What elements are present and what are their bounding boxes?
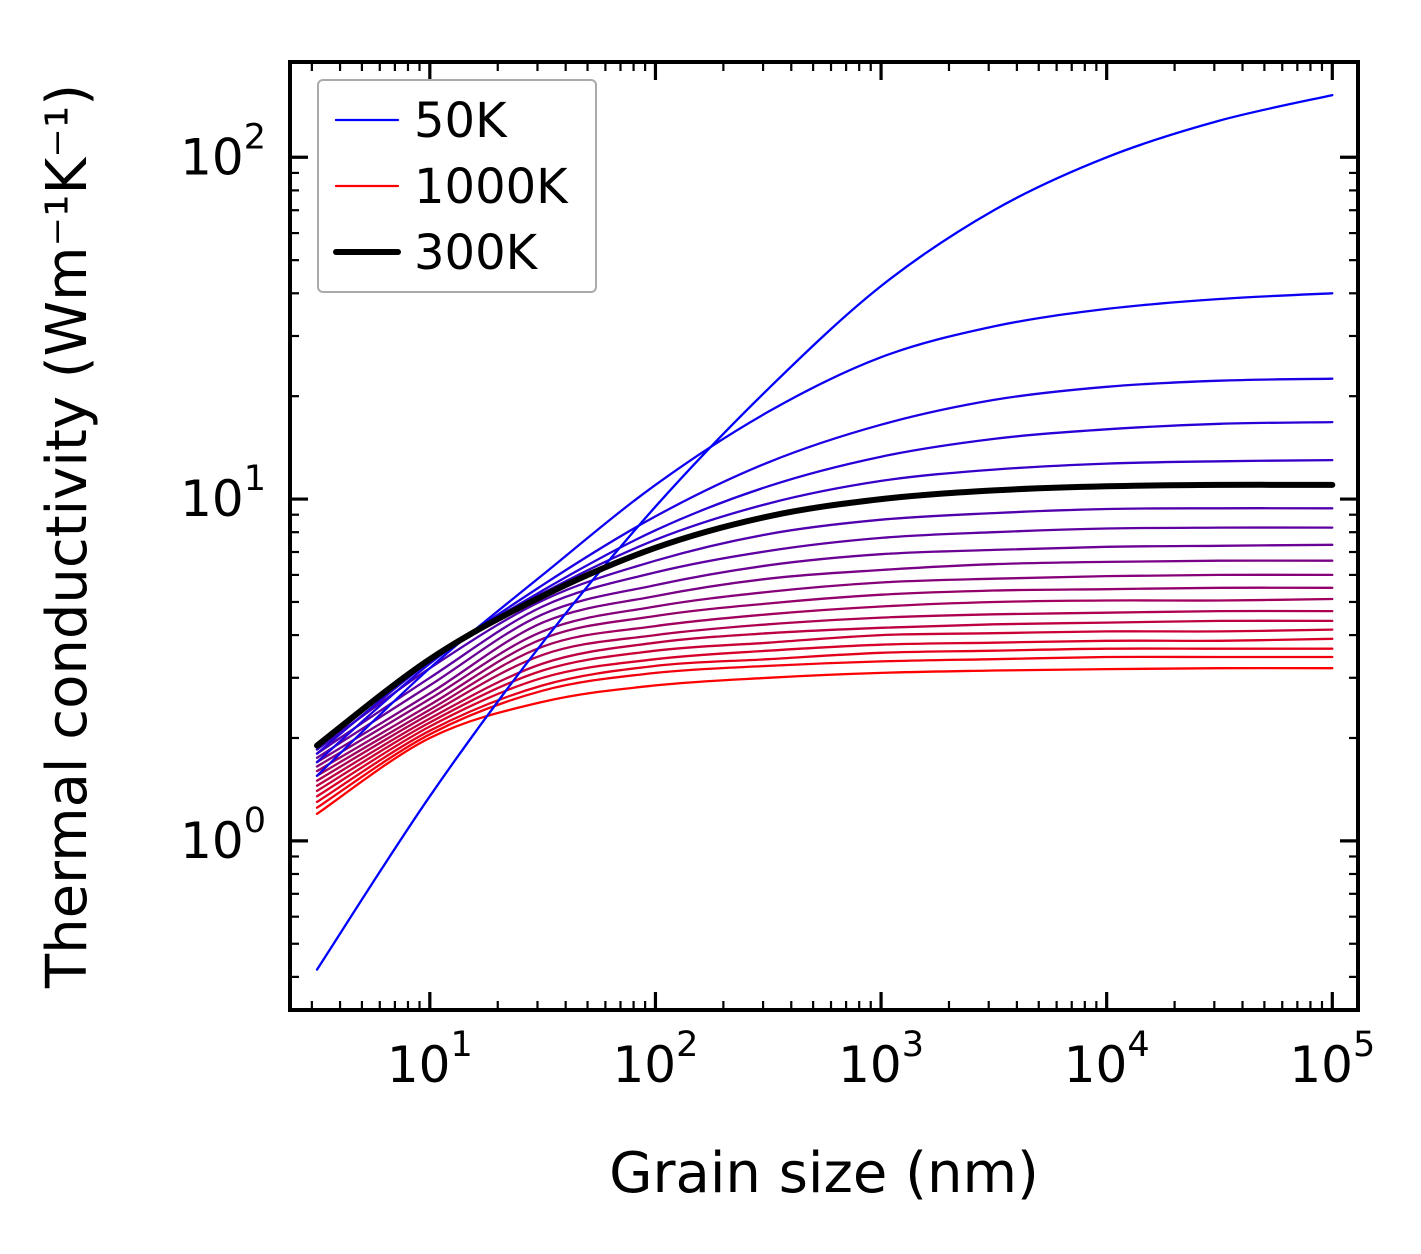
curve-50K: [315, 93, 1334, 971]
plot-frame: [288, 60, 1360, 1012]
x-tick-label: 101: [387, 1025, 473, 1094]
x-axis-label: Grain size (nm): [609, 1141, 1039, 1206]
curve-450K: [315, 543, 1334, 759]
y-tick-label: 101: [180, 459, 266, 528]
x-tick-label: 105: [1289, 1025, 1375, 1094]
x-tick-label: 104: [1064, 1025, 1150, 1094]
curve-800K: [315, 628, 1334, 793]
curve-950K: [315, 655, 1334, 809]
legend-label-1000K: 1000K: [414, 159, 569, 215]
curve-500K: [315, 559, 1334, 764]
y-axis-label: Thermal conductivity (Wm⁻¹K⁻¹): [35, 84, 100, 989]
legend-box: [317, 79, 597, 293]
curve-1000K: [315, 667, 1334, 815]
curve-700K: [315, 609, 1334, 782]
curve-750K: [315, 619, 1334, 787]
x-tick-label: 102: [612, 1025, 698, 1094]
curve-350K: [315, 507, 1334, 751]
curve-400K: [315, 526, 1334, 755]
curve-600K: [315, 586, 1334, 773]
curve-150K: [315, 377, 1334, 764]
curve-550K: [315, 573, 1334, 768]
curve-650K: [315, 597, 1334, 777]
curves: [314, 93, 1336, 971]
x-tick-label: 103: [838, 1025, 924, 1094]
legend-label-50K: 50K: [414, 93, 508, 149]
curve-900K: [315, 647, 1334, 804]
curve-850K: [315, 637, 1334, 798]
curve-100K: [315, 292, 1334, 777]
tick-labels: 101 102 103 104 105 100 101 102: [180, 117, 1375, 1094]
y-tick-label: 102: [180, 117, 266, 186]
legend-label-300K: 300K: [414, 225, 539, 281]
curve-300K: [314, 481, 1336, 749]
y-tick-label: 100: [180, 801, 266, 870]
legend: 50K 1000K 300K: [317, 79, 597, 293]
